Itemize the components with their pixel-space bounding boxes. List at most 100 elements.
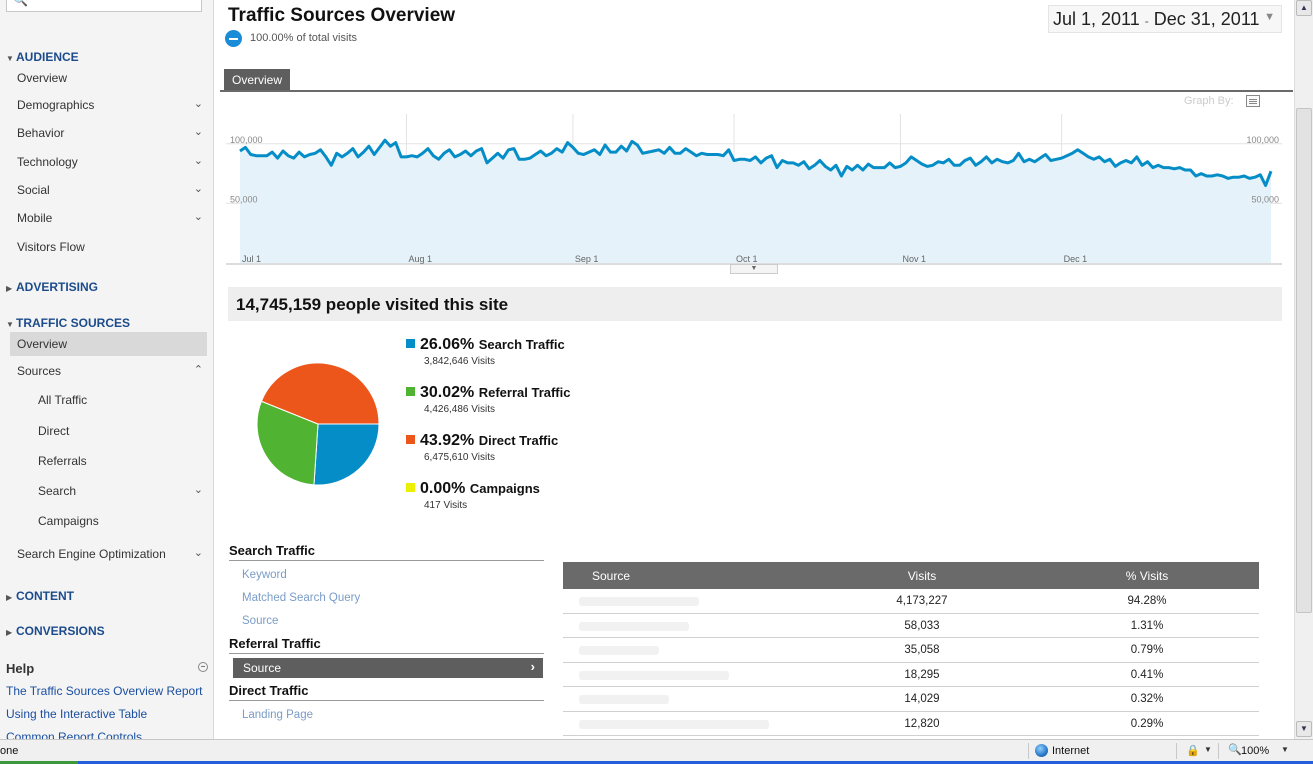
date-start: Jul 1, 2011 [1053, 9, 1140, 29]
expanded-triangle-icon: ▼ [6, 320, 14, 329]
sidebar-search-input[interactable]: 🔍 [6, 0, 202, 12]
graph-by-label: Graph By: [1184, 95, 1234, 107]
sidebar-item-visitors-flow[interactable]: Visitors Flow [17, 240, 85, 254]
chevron-down-icon: ⌄ [193, 547, 203, 559]
tab-overview[interactable]: Overview [224, 69, 291, 91]
column-header-pct-visits[interactable]: % Visits [1125, 569, 1169, 583]
y-tick-label-left: 100,000 [230, 135, 263, 145]
tab-divider [220, 90, 1293, 92]
legend-referral-traffic[interactable]: 30.02% Referral Traffic 4,426,486 Visits [406, 384, 570, 415]
referral-source-selected[interactable]: Source › [233, 658, 543, 678]
sidebar-item-traffic-overview[interactable]: Overview [10, 332, 207, 356]
vertical-scrollbar[interactable]: ▲ ▼ [1294, 0, 1313, 739]
legend-search-traffic[interactable]: 26.06% Search Traffic 3,842,646 Visits [406, 336, 565, 367]
table-row[interactable]: 58,033 1.31% [563, 614, 1259, 638]
legend-visits: 4,426,486 Visits [424, 404, 495, 415]
table-row[interactable]: 14,029 0.32% [563, 687, 1259, 712]
scroll-up-arrow-icon[interactable]: ▲ [1296, 0, 1312, 16]
table-row[interactable]: 35,058 0.79% [563, 638, 1259, 663]
sidebar-item-social[interactable]: Social ⌄ [17, 183, 203, 197]
start-button[interactable] [0, 761, 78, 764]
pie-slice-referral-traffic[interactable] [256, 400, 319, 486]
pie-slice-search-traffic[interactable] [313, 423, 380, 486]
status-divider [1218, 743, 1219, 759]
help-heading: Help − [6, 661, 208, 676]
chevron-down-icon[interactable]: ▼ [1204, 745, 1212, 754]
traffic-pie-chart [256, 362, 380, 486]
legend-visits: 6,475,610 Visits [424, 452, 495, 463]
sidebar-item-all-traffic[interactable]: All Traffic [38, 393, 88, 407]
sidebar-item-campaigns[interactable]: Campaigns [38, 514, 99, 528]
chevron-right-icon: › [530, 659, 535, 674]
legend-direct-traffic[interactable]: 43.92% Direct Traffic 6,475,610 Visits [406, 432, 558, 463]
help-link-interactive-table[interactable]: Using the Interactive Table [6, 707, 148, 721]
sidebar-item-referrals[interactable]: Referrals [38, 454, 87, 468]
chart-resize-handle[interactable]: ▼ [730, 264, 778, 274]
status-divider [1176, 743, 1177, 759]
x-tick-label: Dec 1 [1064, 254, 1088, 264]
sidebar-item-mobile[interactable]: Mobile ⌄ [17, 211, 203, 225]
help-link-overview-report[interactable]: The Traffic Sources Overview Report [6, 684, 203, 698]
date-end: Dec 31, 2011 [1153, 9, 1260, 29]
y-tick-label-left: 50,000 [230, 194, 258, 204]
legend-campaigns[interactable]: 0.00% Campaigns 417 Visits [406, 480, 540, 511]
section-conversions[interactable]: ▶ CONVERSIONS [6, 624, 105, 638]
graph-by-icon[interactable] [1246, 95, 1260, 107]
visits-percentage: 100.00% of total visits [250, 32, 358, 44]
x-tick-label: Aug 1 [408, 254, 432, 264]
source-redacted[interactable] [579, 597, 699, 606]
section-content[interactable]: ▶ CONTENT [6, 589, 74, 603]
source-redacted[interactable] [579, 719, 769, 729]
chevron-down-icon: ⌄ [193, 98, 203, 110]
sidebar-item-sources[interactable]: Sources ⌃ [17, 364, 203, 378]
page-title: Traffic Sources Overview [228, 5, 456, 26]
sidebar-item-demographics[interactable]: Demographics ⌄ [17, 98, 203, 112]
legend-pct: 30.02% [420, 384, 475, 401]
source-redacted[interactable] [579, 621, 689, 631]
source-redacted[interactable] [579, 670, 729, 680]
cell-visits: 58,033 [904, 619, 940, 632]
table-row[interactable]: 18,295 0.41% [563, 663, 1259, 687]
source-redacted[interactable] [579, 646, 659, 655]
legend-pct: 0.00% [420, 480, 466, 497]
table-row[interactable]: 12,820 0.29% [563, 712, 1259, 736]
scroll-down-arrow-icon[interactable]: ▼ [1296, 721, 1312, 737]
zoom-level[interactable]: 100% [1241, 745, 1270, 757]
column-header-visits[interactable]: Visits [907, 569, 937, 583]
collapse-icon[interactable]: − [198, 662, 208, 672]
cell-pct: 0.32% [1130, 693, 1164, 705]
sources-table: Source Visits % Visits 4,173,227 94.28% 5… [563, 562, 1259, 736]
section-traffic-sources[interactable]: ▼ TRAFFIC SOURCES [6, 316, 130, 330]
sidebar-item-technology[interactable]: Technology ⌄ [17, 155, 203, 169]
date-range-picker[interactable]: Jul 1, 2011 - Dec 31, 2011 ▼ [1048, 5, 1282, 33]
source-redacted[interactable] [579, 695, 669, 704]
sidebar-item-search[interactable]: Search ⌄ [38, 484, 203, 498]
chevron-down-icon[interactable]: ▼ [1281, 745, 1289, 754]
x-tick-label: Jul 1 [242, 254, 261, 264]
table-row[interactable]: 4,173,227 94.28% [563, 589, 1259, 614]
protected-mode-icon[interactable]: 🔒 [1186, 745, 1200, 757]
sidebar-item-seo[interactable]: Search Engine Optimization ⌄ [17, 547, 203, 561]
link-search-source[interactable]: Source [242, 615, 279, 627]
date-separator: - [1144, 14, 1149, 28]
section-audience[interactable]: ▼ AUDIENCE [6, 50, 79, 64]
chevron-up-icon: ⌃ [193, 364, 203, 376]
link-keyword[interactable]: Keyword [242, 569, 287, 581]
column-header-source[interactable]: Source [592, 569, 631, 583]
sidebar-item-direct[interactable]: Direct [38, 424, 70, 438]
sidebar: 🔍 ▼ AUDIENCE Overview Demographics ⌄ Behav… [0, 0, 214, 739]
scrollbar-thumb[interactable] [1296, 108, 1312, 613]
group-search-traffic: Search Traffic [229, 543, 544, 561]
sidebar-item-behavior[interactable]: Behavior ⌄ [17, 126, 203, 140]
link-landing-page[interactable]: Landing Page [242, 709, 313, 721]
pie-slice-direct-traffic[interactable] [260, 362, 380, 425]
sidebar-item-overview[interactable]: Overview [17, 71, 68, 85]
link-matched-search-query[interactable]: Matched Search Query [242, 592, 361, 604]
visitors-summary: 14,745,159 people visited this site [228, 287, 1282, 321]
section-advertising[interactable]: ▶ ADVERTISING [6, 280, 99, 294]
chart-area-fill [240, 140, 1271, 263]
collapsed-triangle-icon: ▶ [6, 628, 13, 637]
main-content: Traffic Sources Overview 100.00% of tota… [216, 0, 1294, 739]
help-link-report-controls[interactable]: Common Report Controls [6, 730, 143, 739]
browser-status-bar: one Internet 🔒 ▼ 🔍 100% ▼ [0, 739, 1313, 761]
